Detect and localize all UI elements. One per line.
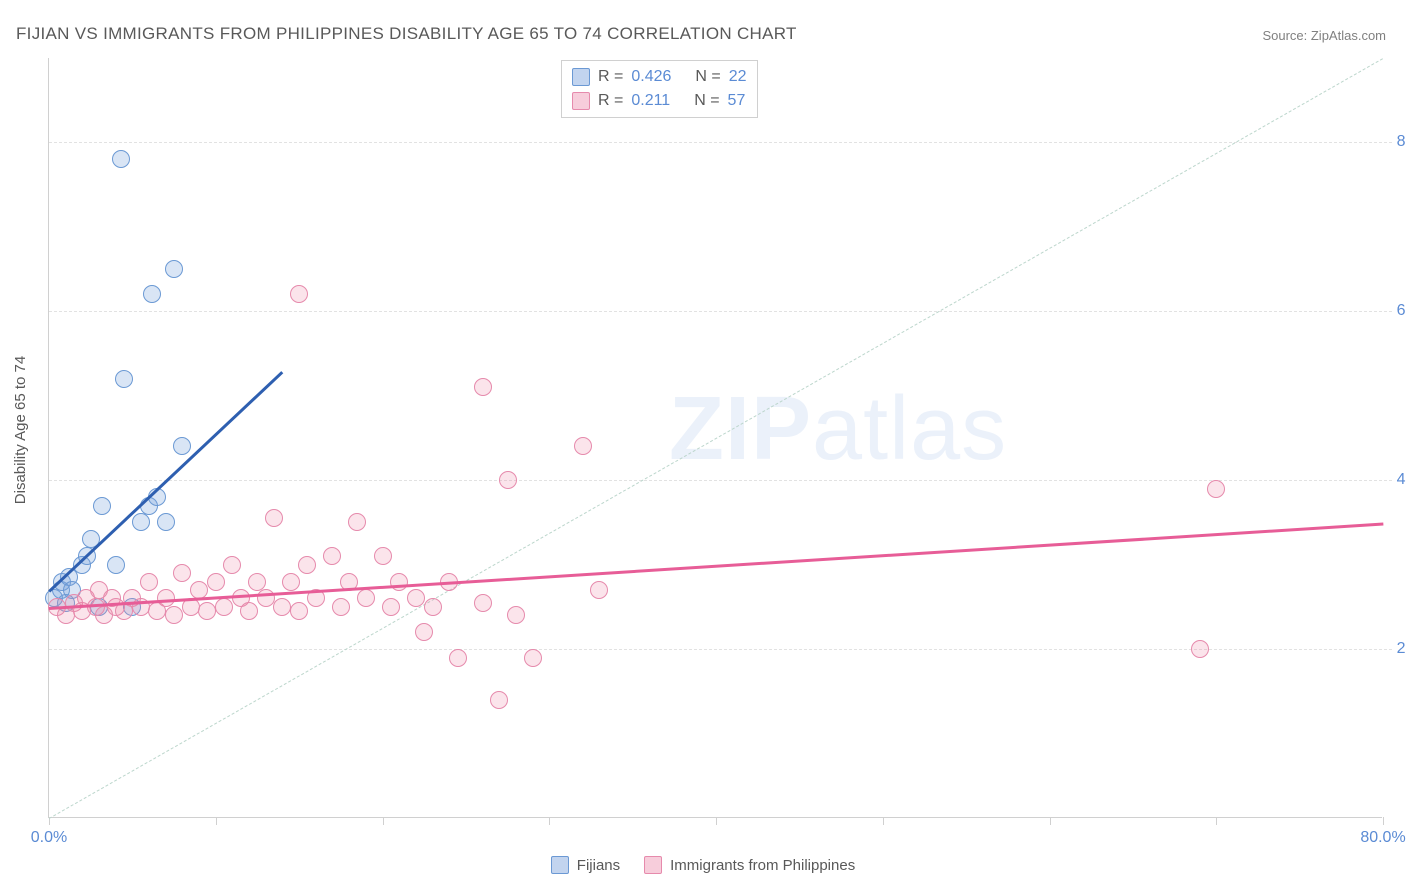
data-point bbox=[1191, 640, 1209, 658]
watermark: ZIPatlas bbox=[669, 378, 1007, 481]
x-tick bbox=[549, 817, 550, 825]
data-point bbox=[173, 437, 191, 455]
r-value: 0.426 bbox=[631, 65, 671, 89]
data-point bbox=[165, 260, 183, 278]
x-tick-label: 0.0% bbox=[31, 829, 67, 847]
data-point bbox=[323, 547, 341, 565]
y-tick-label: 40.0% bbox=[1397, 471, 1406, 489]
data-point bbox=[348, 513, 366, 531]
data-point bbox=[382, 598, 400, 616]
n-value: 57 bbox=[728, 89, 746, 113]
x-tick bbox=[383, 817, 384, 825]
swatch-icon bbox=[551, 856, 569, 874]
trend-line bbox=[48, 371, 283, 592]
r-value: 0.211 bbox=[631, 89, 670, 113]
trend-line bbox=[49, 522, 1383, 609]
data-point bbox=[474, 378, 492, 396]
legend-item: Fijians bbox=[551, 856, 620, 874]
data-point bbox=[282, 573, 300, 591]
data-point bbox=[165, 606, 183, 624]
data-point bbox=[590, 581, 608, 599]
data-point bbox=[132, 513, 150, 531]
swatch-icon bbox=[572, 68, 590, 86]
data-point bbox=[374, 547, 392, 565]
x-tick bbox=[1050, 817, 1051, 825]
data-point bbox=[157, 513, 175, 531]
data-point bbox=[424, 598, 442, 616]
data-point bbox=[290, 602, 308, 620]
x-tick bbox=[216, 817, 217, 825]
gridline bbox=[49, 311, 1392, 312]
correlation-box: R = 0.426 N = 22 R = 0.211 N = 57 bbox=[561, 60, 758, 118]
data-point bbox=[298, 556, 316, 574]
legend-label: Immigrants from Philippines bbox=[670, 857, 855, 874]
legend: Fijians Immigrants from Philippines bbox=[0, 856, 1406, 874]
data-point bbox=[415, 623, 433, 641]
x-tick bbox=[1383, 817, 1384, 825]
x-tick-label: 80.0% bbox=[1360, 829, 1405, 847]
data-point bbox=[215, 598, 233, 616]
y-tick-label: 20.0% bbox=[1397, 640, 1406, 658]
data-point bbox=[107, 556, 125, 574]
data-point bbox=[357, 589, 375, 607]
n-label: N = bbox=[695, 65, 720, 89]
data-point bbox=[490, 691, 508, 709]
data-point bbox=[474, 594, 492, 612]
chart-title: FIJIAN VS IMMIGRANTS FROM PHILIPPINES DI… bbox=[16, 24, 797, 44]
data-point bbox=[198, 602, 216, 620]
corr-row: R = 0.426 N = 22 bbox=[572, 65, 747, 89]
swatch-icon bbox=[644, 856, 662, 874]
data-point bbox=[507, 606, 525, 624]
data-point bbox=[1207, 480, 1225, 498]
data-point bbox=[390, 573, 408, 591]
watermark-rest: atlas bbox=[812, 379, 1007, 479]
plot-area: ZIPatlas R = 0.426 N = 22 R = 0.211 N = … bbox=[48, 58, 1382, 818]
swatch-icon bbox=[572, 92, 590, 110]
y-tick-label: 60.0% bbox=[1397, 302, 1406, 320]
data-point bbox=[273, 598, 291, 616]
r-label: R = bbox=[598, 65, 623, 89]
legend-label: Fijians bbox=[577, 857, 620, 874]
data-point bbox=[248, 573, 266, 591]
data-point bbox=[574, 437, 592, 455]
data-point bbox=[499, 471, 517, 489]
y-tick-label: 80.0% bbox=[1397, 133, 1406, 151]
data-point bbox=[143, 285, 161, 303]
data-point bbox=[207, 573, 225, 591]
data-point bbox=[332, 598, 350, 616]
y-axis-label: Disability Age 65 to 74 bbox=[12, 356, 29, 504]
data-point bbox=[112, 150, 130, 168]
x-tick bbox=[883, 817, 884, 825]
diagonal-reference-line bbox=[49, 58, 1383, 819]
legend-item: Immigrants from Philippines bbox=[644, 856, 855, 874]
data-point bbox=[265, 509, 283, 527]
x-tick bbox=[716, 817, 717, 825]
data-point bbox=[290, 285, 308, 303]
gridline bbox=[49, 480, 1392, 481]
data-point bbox=[524, 649, 542, 667]
data-point bbox=[240, 602, 258, 620]
r-label: R = bbox=[598, 89, 623, 113]
data-point bbox=[449, 649, 467, 667]
gridline bbox=[49, 142, 1392, 143]
data-point bbox=[173, 564, 191, 582]
data-point bbox=[140, 573, 158, 591]
data-point bbox=[407, 589, 425, 607]
data-point bbox=[223, 556, 241, 574]
x-tick bbox=[1216, 817, 1217, 825]
data-point bbox=[115, 370, 133, 388]
source-label: Source: ZipAtlas.com bbox=[1262, 28, 1386, 43]
data-point bbox=[93, 497, 111, 515]
corr-row: R = 0.211 N = 57 bbox=[572, 89, 747, 113]
n-label: N = bbox=[694, 89, 719, 113]
n-value: 22 bbox=[729, 65, 747, 89]
